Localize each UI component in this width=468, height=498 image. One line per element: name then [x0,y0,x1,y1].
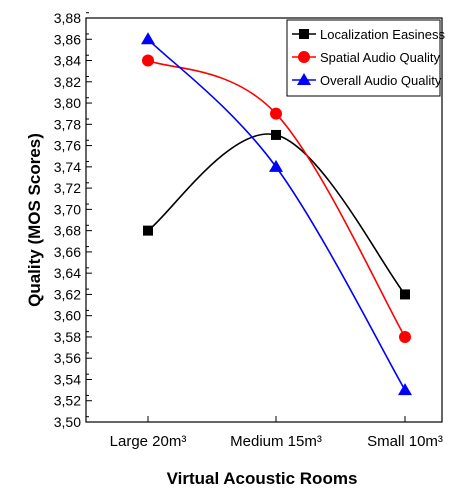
series-markers [141,32,412,396]
y-tick-label: 3,72 [54,180,81,196]
y-tick-label: 3,86 [54,31,81,47]
y-tick-label: 3,76 [54,138,81,154]
legend-marker-3 [297,73,311,85]
data-point-s3-3 [398,383,412,396]
y-tick-label: 3,80 [54,95,81,111]
data-point-s1-2 [271,129,281,140]
y-tick-label: 3,88 [54,10,81,26]
y-tick-label: 3,78 [54,116,81,132]
x-tick-label: Small 10m³ [367,433,443,450]
legend: Localization Easiness Spatial Audio Quali… [286,19,446,97]
y-tick-label: 3,54 [54,371,81,387]
x-tick-label: Medium 15m³ [230,433,322,450]
y-tick-label: 3,84 [54,53,81,69]
legend-box [286,19,441,97]
legend-marker-1 [299,29,309,39]
y-tick-label: 3,70 [54,201,81,217]
x-tick-label: Large 20m³ [110,433,187,450]
series-line-3 [147,38,406,391]
y-tick-label: 3,74 [54,159,81,175]
y-tick-label: 3,82 [54,74,81,90]
y-axis-title: Quality (MOS Scores) [25,133,44,307]
y-tick-label: 3,60 [54,308,81,324]
y-tick-label: 3,52 [54,393,81,409]
data-point-s2-3 [399,330,411,343]
y-tick-label: 3,68 [54,223,81,239]
data-point-s2-2 [270,107,282,120]
legend-marker-2 [298,51,310,63]
y-tick-label: 3,50 [54,414,81,430]
data-point-s2-1 [142,54,154,67]
plot-frame [85,17,443,423]
y-axis: 3,50 3,52 3,54 3,56 3,58 3,60 3,62 3,64 3,66 3,68… [54,10,92,430]
legend-label-3: Overall Audio Quality [320,73,442,88]
y-tick-label: 3,56 [54,350,81,366]
data-point-s3-2 [269,159,283,172]
y-tick-label: 3,66 [54,244,81,260]
x-axis-title: Virtual Acoustic Rooms [167,469,358,488]
data-point-s3-1 [141,32,155,45]
legend-label-2: Spatial Audio Quality [320,50,440,65]
y-tick-label: 3,62 [54,286,81,302]
legend-label-1: Localization Easiness [320,27,446,42]
y-tick-label: 3,58 [54,329,81,345]
data-point-s1-3 [400,289,410,300]
series-line-1 [147,133,406,295]
series-line-2 [147,59,406,338]
y-tick-label: 3,64 [54,265,81,281]
x-axis: Large 20m³ Medium 15m³ Small 10m³ [110,416,443,450]
data-point-s1-1 [143,225,153,236]
